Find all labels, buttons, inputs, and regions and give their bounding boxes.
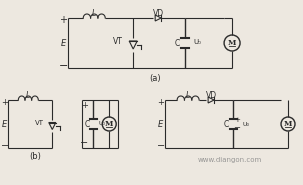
Text: (a): (a)	[149, 73, 161, 83]
Text: L: L	[26, 90, 30, 100]
Text: E: E	[61, 38, 66, 48]
Text: −: −	[234, 124, 241, 132]
Text: L: L	[186, 90, 190, 100]
Text: M: M	[284, 120, 292, 128]
Text: VT: VT	[113, 36, 123, 46]
Text: −: −	[157, 141, 165, 151]
Text: +: +	[234, 117, 240, 123]
Text: U₀: U₀	[98, 120, 105, 125]
Text: −: −	[1, 141, 9, 151]
Text: VD: VD	[205, 90, 217, 100]
Text: C: C	[175, 38, 180, 48]
Text: U₀: U₀	[193, 39, 201, 45]
Text: VT: VT	[35, 120, 44, 126]
Text: C: C	[223, 120, 229, 129]
Text: +: +	[81, 100, 88, 110]
Text: M: M	[228, 39, 236, 47]
Text: −: −	[80, 138, 88, 148]
Text: +: +	[59, 15, 67, 25]
Text: L: L	[92, 9, 96, 18]
Text: U₀: U₀	[242, 122, 249, 127]
Text: +: +	[157, 97, 164, 107]
Text: E: E	[2, 120, 7, 129]
Text: +: +	[1, 97, 8, 107]
Text: M: M	[105, 120, 113, 128]
Text: (b): (b)	[29, 152, 41, 162]
Text: −: −	[58, 61, 68, 71]
Text: C: C	[85, 120, 90, 129]
Text: VD: VD	[153, 9, 164, 18]
Text: www.diangon.com: www.diangon.com	[198, 157, 262, 163]
Text: E: E	[158, 120, 163, 129]
